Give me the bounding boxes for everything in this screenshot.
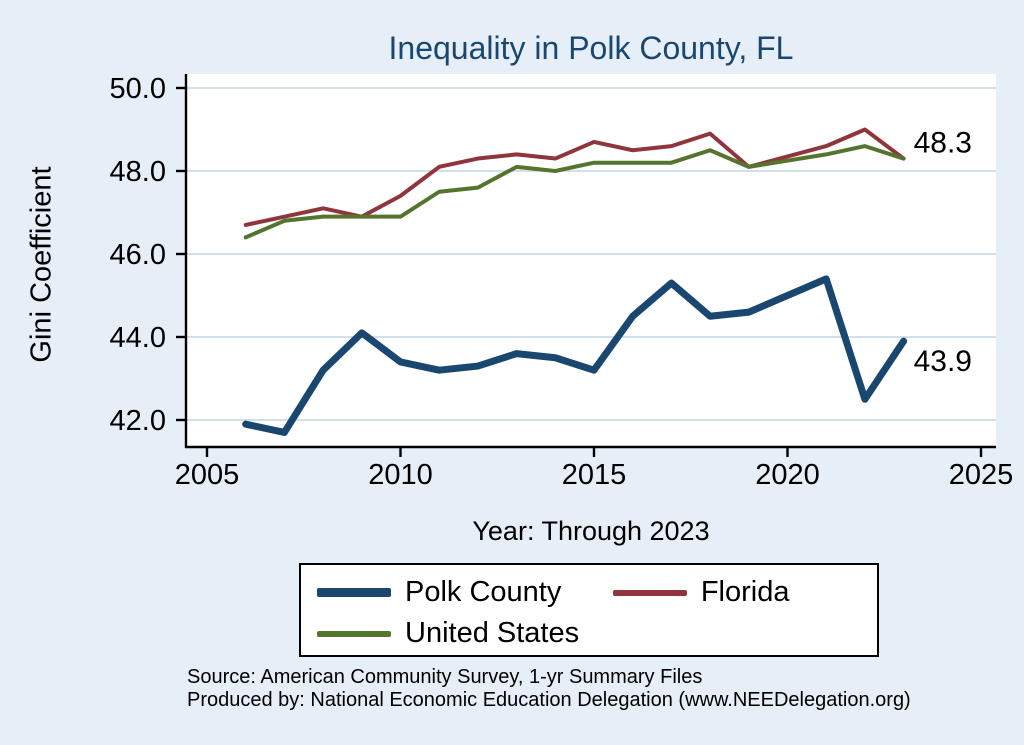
x-tick-label: 2005 — [175, 459, 240, 491]
legend: Polk County Florida United States — [299, 563, 879, 657]
source-block: Source: American Community Survey, 1-yr … — [187, 666, 987, 712]
y-tick-label: 44.0 — [110, 322, 166, 354]
y-tick-label: 48.0 — [110, 156, 166, 188]
produced-by-line: Produced by: National Economic Education… — [187, 689, 911, 711]
legend-item-united-states: United States — [317, 617, 613, 650]
legend-item-polk-county: Polk County — [317, 576, 613, 609]
legend-label-florida: Florida — [700, 576, 790, 608]
legend-swatch-polk-county — [317, 588, 391, 597]
x-tick-label: 2015 — [562, 459, 627, 491]
annotation-43.9: 43.9 — [914, 345, 972, 378]
y-axis-title: Gini Coefficient — [25, 166, 58, 363]
x-tick-label: 2010 — [368, 459, 433, 491]
legend-swatch-united-states — [317, 630, 391, 637]
y-tick-label: 50.0 — [110, 73, 166, 105]
legend-swatch-florida — [612, 589, 687, 596]
y-tick-label: 46.0 — [110, 239, 166, 271]
series-line-polk-county — [242, 275, 908, 436]
legend-label-united-states: United States — [405, 617, 580, 649]
legend-item-florida: Florida — [612, 576, 877, 609]
x-tick-label: 2025 — [949, 459, 1014, 491]
legend-label-polk-county: Polk County — [405, 576, 562, 608]
chart-title: Inequality in Polk County, FL — [388, 30, 794, 66]
series-line-florida — [243, 127, 906, 227]
series-line-united-states — [243, 144, 906, 240]
source-line: Source: American Community Survey, 1-yr … — [187, 666, 703, 688]
annotation-48.3: 48.3 — [914, 127, 972, 160]
x-tick-label: 2020 — [755, 459, 820, 491]
y-tick-label: 42.0 — [110, 405, 166, 437]
x-axis-title: Year: Through 2023 — [472, 516, 710, 546]
